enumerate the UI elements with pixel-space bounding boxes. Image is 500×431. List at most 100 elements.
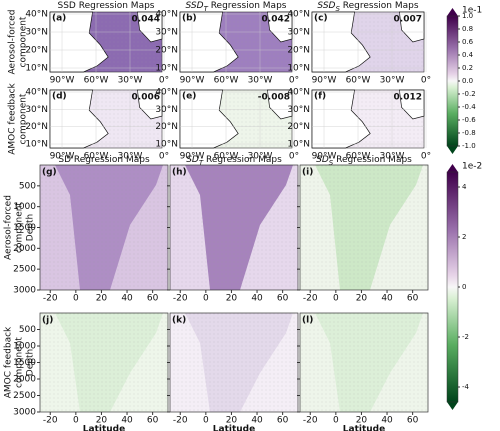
x-tick-label: 0	[333, 294, 339, 304]
y-tick-label: 2000	[13, 375, 36, 385]
lon-label: 30°W	[380, 76, 405, 86]
x-tick-label: -20	[303, 416, 318, 426]
lon-label: 0°	[421, 152, 431, 162]
colorbar-tick-label: 4	[462, 183, 467, 191]
lat-label: 10°N	[25, 64, 48, 74]
land	[49, 11, 163, 73]
title-part: SSD	[186, 1, 204, 11]
title-part: SSD Regression Maps	[58, 1, 155, 11]
colorbar-scale: 1e-2	[462, 162, 482, 172]
x-tick-label: 0	[73, 294, 79, 304]
x-tick-label: -20	[43, 416, 58, 426]
panel-label: (j)	[42, 316, 53, 326]
panel-title: SD Regression Maps	[58, 155, 150, 165]
x-tick-label: -20	[303, 294, 318, 304]
title-part: Regression Maps	[208, 1, 287, 11]
lat-label: 20°N	[287, 46, 310, 56]
lon-label: 30°W	[118, 152, 143, 162]
panel-label: (i)	[302, 168, 313, 178]
colorbar-tick-label: 0	[462, 283, 466, 291]
row-label: Depth	[26, 214, 36, 241]
stipple	[40, 313, 168, 412]
x-tick-label: 0	[73, 416, 79, 426]
colorbar-tick-label: -0.6	[462, 116, 476, 124]
panel-title: SSDT Regression Maps	[186, 1, 287, 14]
colorbar	[446, 171, 459, 403]
colorbar-tick-label: 0.8	[462, 25, 473, 33]
x-tick-label: 60	[277, 294, 289, 304]
x-axis-label: Latitude	[83, 425, 125, 431]
panel-label: (e)	[182, 92, 196, 102]
y-tick-label: 500	[19, 181, 36, 191]
colorbar-arrow	[447, 146, 458, 154]
title-part: Regression Maps	[333, 155, 412, 165]
lat-label: 20°N	[25, 122, 48, 132]
lon-label: 60°W	[84, 152, 109, 162]
row-label: Depth	[26, 349, 36, 376]
lon-label: 60°W	[346, 152, 371, 162]
land	[179, 11, 293, 73]
panel-label: (b)	[182, 14, 197, 24]
row-label: component	[15, 202, 25, 253]
lat-label: 40°N	[155, 10, 178, 20]
x-tick-label: 60	[277, 416, 289, 426]
colorbar-tick-label: -0.2	[462, 90, 476, 98]
x-tick-label: 20	[226, 294, 238, 304]
x-tick-label: -20	[173, 294, 188, 304]
colorbar-arrow	[447, 8, 458, 16]
y-tick-label: 2000	[13, 244, 36, 254]
lon-label: 0°	[159, 152, 169, 162]
x-tick-label: 0	[203, 294, 209, 304]
lon-label: 90°W	[180, 152, 205, 162]
panel-value: 0.006	[132, 93, 160, 103]
title-part: SSD	[317, 1, 335, 11]
x-tick-label: 40	[381, 416, 393, 426]
y-tick-label: 1500	[13, 358, 36, 368]
land	[179, 89, 293, 149]
y-tick-label: 3000	[13, 408, 36, 418]
stipple	[300, 313, 428, 412]
title-part: SD	[186, 155, 199, 165]
panel-value: 0.012	[394, 93, 422, 103]
y-tick-label: 1000	[13, 342, 36, 352]
row-label: AMOC feedback	[8, 82, 18, 154]
lon-label: 90°W	[50, 152, 75, 162]
y-tick-label: 1500	[13, 223, 36, 233]
stipple	[40, 165, 168, 290]
land	[49, 89, 163, 149]
colorbar-tick-label: -2	[462, 333, 469, 341]
x-tick-label: 40	[251, 294, 263, 304]
title-part: SD Regression Maps	[58, 155, 150, 165]
lon-label: 60°W	[214, 76, 239, 86]
lon-label: 0°	[289, 76, 299, 86]
lat-label: 20°N	[155, 122, 178, 132]
row-label: component	[19, 93, 29, 144]
lat-label: 30°N	[155, 105, 178, 115]
lon-label: 90°W	[312, 76, 337, 86]
lat-label: 20°N	[25, 46, 48, 56]
panel-label: (d)	[52, 92, 67, 102]
x-tick-label: 60	[407, 416, 419, 426]
row-label: Aerosol-forced	[8, 10, 18, 75]
title-part: S	[329, 159, 334, 167]
x-tick-label: -20	[43, 294, 58, 304]
colorbar-tick-label: 0.2	[462, 64, 473, 72]
colorbar-tick-label: 0.4	[462, 51, 474, 59]
x-tick-label: 20	[356, 416, 368, 426]
panel-label: (f)	[314, 92, 326, 102]
panel-label: (l)	[302, 316, 313, 326]
x-tick-label: 60	[407, 294, 419, 304]
colorbar-scale: 1e-1	[462, 6, 482, 16]
colorbar-arrow	[447, 402, 458, 410]
colorbar-tick-label: 1.0	[462, 12, 473, 20]
lon-label: 30°W	[118, 76, 143, 86]
lon-label: 0°	[159, 76, 169, 86]
stipple	[300, 165, 428, 290]
panel-title: SSD Regression Maps	[58, 1, 155, 11]
panel-value: 0.007	[394, 15, 422, 25]
lon-label: 60°W	[214, 152, 239, 162]
y-tick-label: 1000	[13, 202, 36, 212]
colorbar-tick-label: 0.6	[462, 38, 474, 46]
title-part: S	[335, 5, 340, 13]
